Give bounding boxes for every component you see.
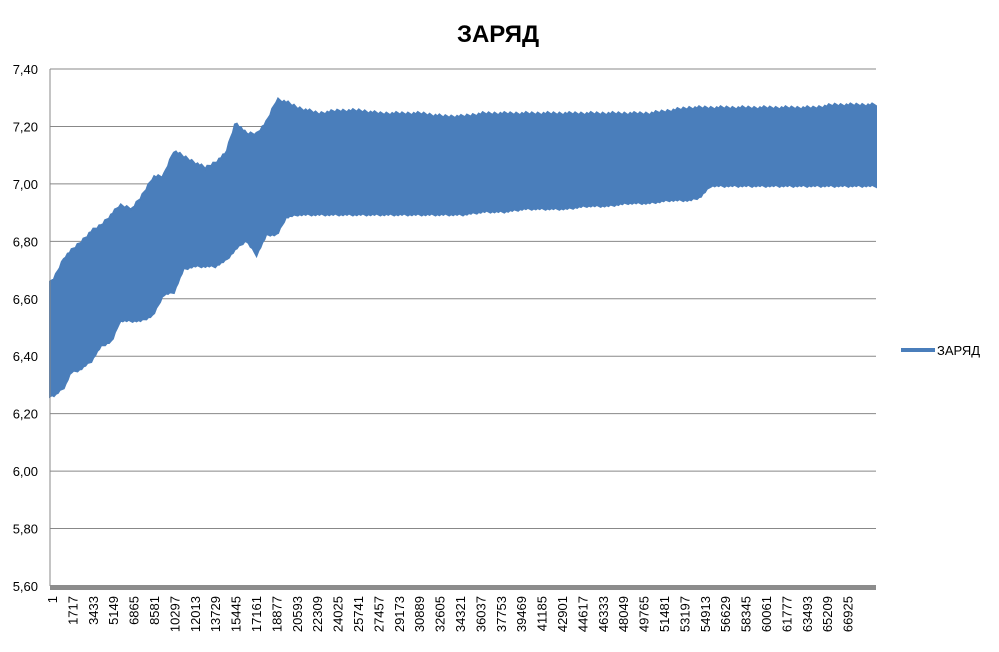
series-zaryad — [49, 97, 877, 399]
y-tick-label: 5,60 — [13, 579, 38, 594]
y-tick-label: 7,20 — [13, 119, 38, 134]
y-tick-label: 6,60 — [13, 292, 38, 307]
x-tick-label: 63493 — [800, 596, 815, 632]
x-tick-label: 3433 — [86, 596, 101, 625]
x-tick-label: 37753 — [494, 596, 509, 632]
x-tick-label: 54913 — [698, 596, 713, 632]
x-tick-label: 39469 — [514, 596, 529, 632]
x-tick-label: 1 — [45, 596, 60, 603]
x-tick-label: 36037 — [473, 596, 488, 632]
x-tick-label: 41185 — [535, 596, 550, 631]
x-tick-label: 17161 — [249, 596, 264, 632]
x-tick-label: 65209 — [820, 596, 835, 632]
x-tick-label: 5149 — [106, 596, 121, 625]
y-tick-label: 6,80 — [13, 234, 38, 249]
x-tick-label: 10297 — [167, 596, 182, 632]
legend-label: ЗАРЯД — [937, 343, 980, 358]
x-tick-label: 58345 — [739, 596, 754, 632]
x-tick-label: 18877 — [269, 596, 284, 632]
series-area — [49, 97, 877, 399]
x-tick-label: 8581 — [147, 596, 162, 625]
x-tick-label: 32605 — [433, 596, 448, 632]
x-tick-label: 46333 — [596, 596, 611, 632]
x-tick-label: 56629 — [718, 596, 733, 632]
x-tick-label: 27457 — [371, 596, 386, 632]
x-tick-label: 24025 — [331, 596, 346, 632]
x-tick-label: 12013 — [188, 596, 203, 632]
x-tick-label: 6865 — [127, 596, 142, 625]
x-tick-label: 25741 — [351, 596, 366, 632]
x-tick-label: 42901 — [555, 596, 570, 632]
x-tick-label: 22309 — [310, 596, 325, 632]
x-tick-label: 29173 — [392, 596, 407, 632]
x-tick-label: 51481 — [657, 596, 672, 632]
x-tick-label: 30889 — [412, 596, 427, 632]
y-tick-label: 5,80 — [13, 522, 38, 537]
y-tick-label: 6,40 — [13, 349, 38, 364]
x-tick-label: 1717 — [65, 596, 80, 625]
x-tick-label: 49765 — [637, 596, 652, 632]
x-tick-label: 20593 — [290, 596, 305, 632]
y-axis-tick-labels: 5,60 5,80 6,00 6,20 6,40 6,60 6,80 7,00 7,20 7,40 — [13, 62, 38, 594]
x-tick-label: 66925 — [841, 596, 856, 632]
x-tick-label: 13729 — [208, 596, 223, 632]
legend: ЗАРЯД — [901, 343, 980, 358]
x-tick-label: 60061 — [759, 596, 774, 632]
x-axis-line — [50, 585, 876, 590]
y-tick-label: 7,00 — [13, 177, 38, 192]
y-tick-label: 6,20 — [13, 407, 38, 422]
x-tick-label: 44617 — [575, 596, 590, 632]
x-tick-label: 34321 — [453, 596, 468, 632]
axes — [49, 69, 876, 590]
x-axis-tick-labels: 1 1717 3433 5149 6865 8581 10297 12013 13729 1544… — [45, 596, 856, 632]
x-tick-label: 53197 — [677, 596, 692, 632]
y-tick-label: 7,40 — [13, 62, 38, 77]
x-tick-label: 61777 — [779, 596, 794, 632]
x-tick-label: 15445 — [229, 596, 244, 632]
y-tick-label: 6,00 — [13, 464, 38, 479]
x-tick-label: 48049 — [616, 596, 631, 632]
chart-title: ЗАРЯД — [457, 21, 539, 48]
